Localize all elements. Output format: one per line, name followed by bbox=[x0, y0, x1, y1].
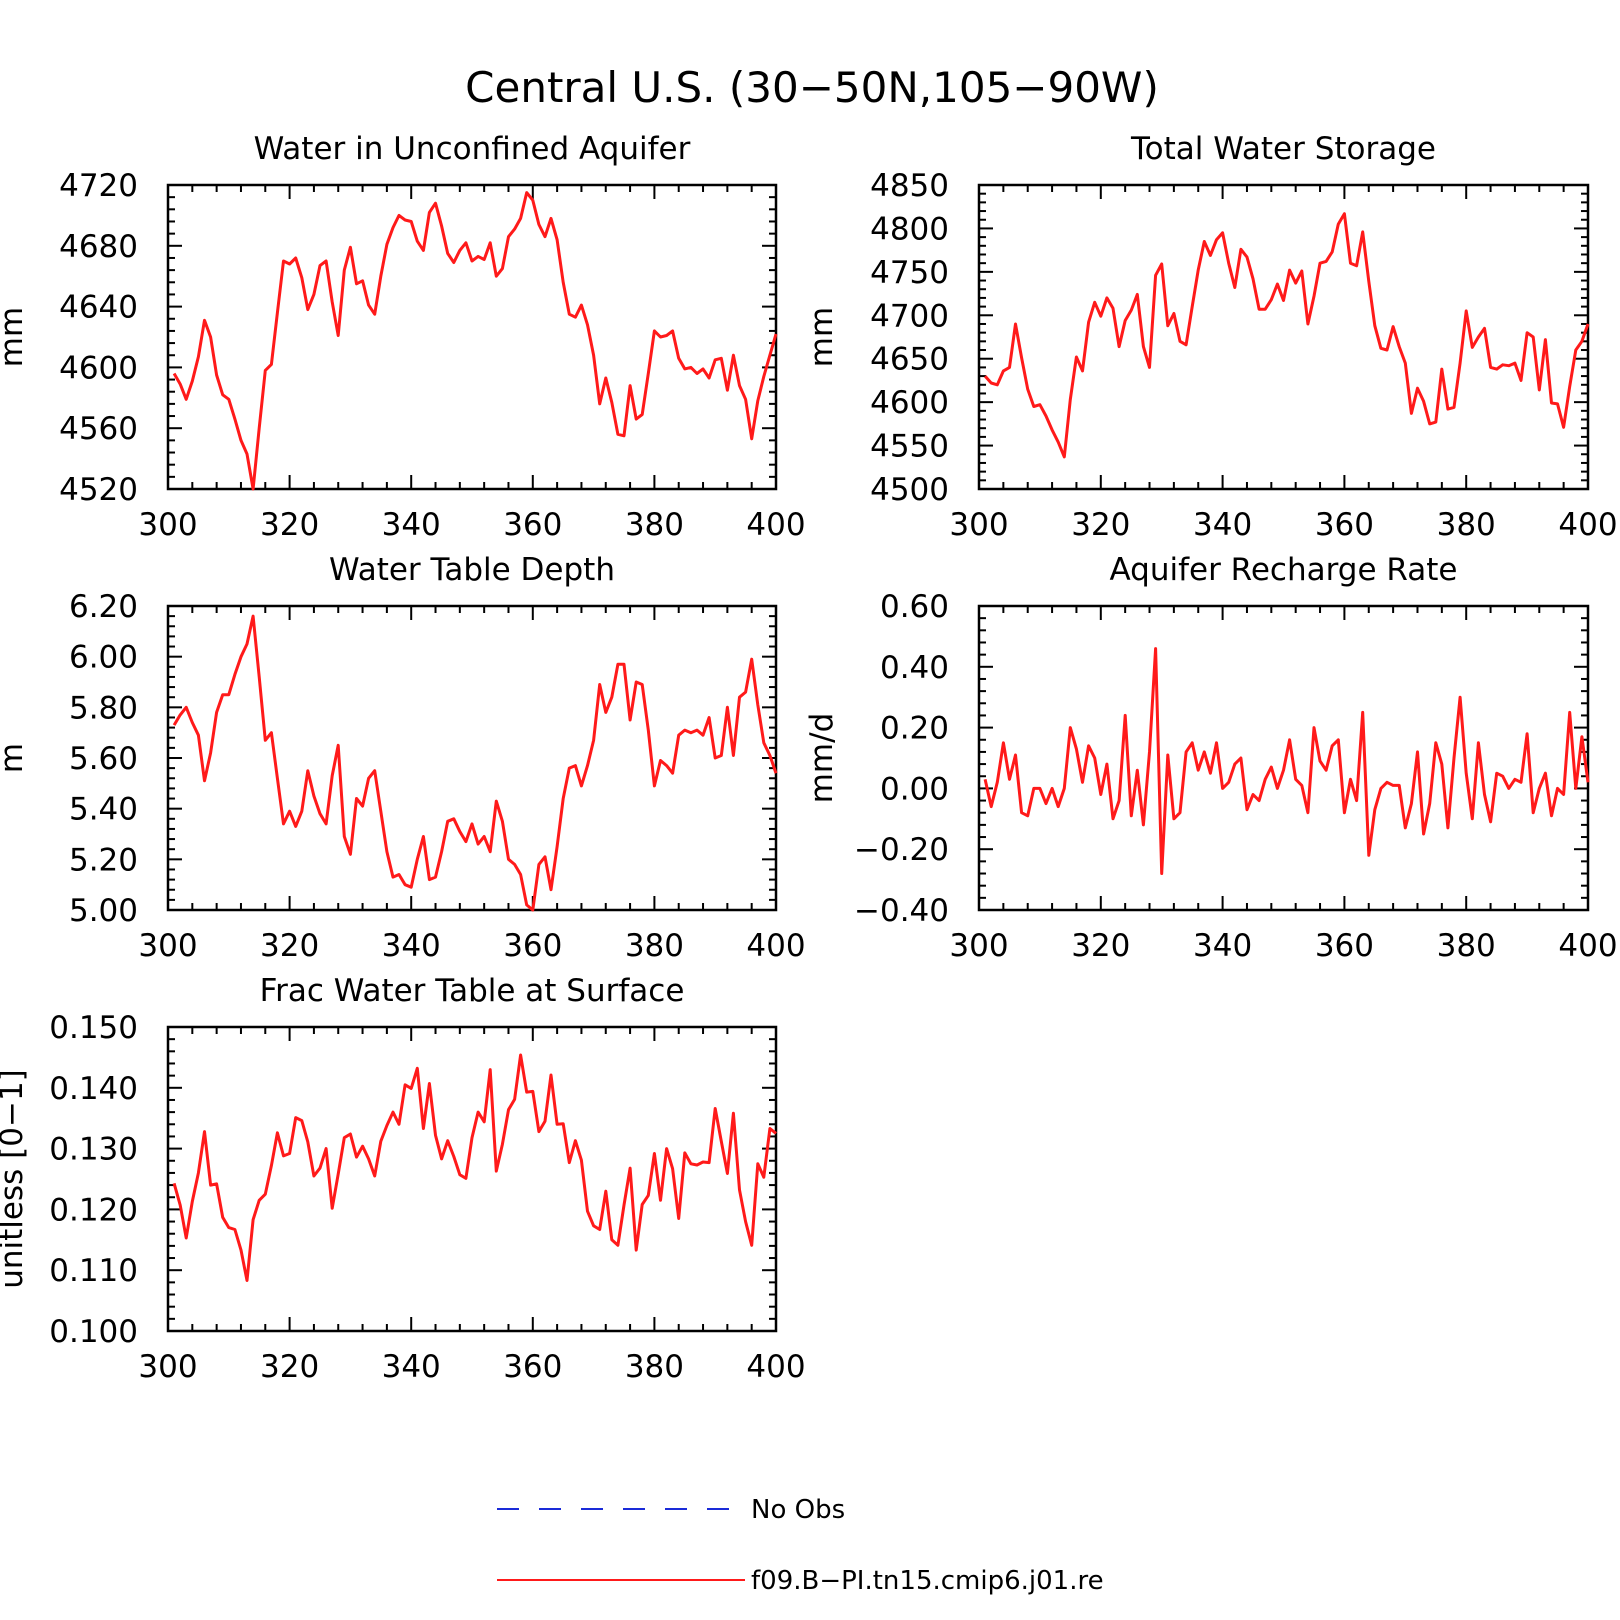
chart-panel-3: 300 320 340 360 380 400 5.00 5.20 5.40 5.60 5.80 6.… bbox=[0, 552, 806, 964]
y-tick-label: 4680 bbox=[59, 229, 138, 265]
plot-frame bbox=[977, 183, 1590, 491]
y-tick-label: 0.100 bbox=[49, 1314, 138, 1350]
panel-title: Water Table Depth bbox=[329, 552, 615, 588]
y-axis-label: mm bbox=[0, 307, 30, 367]
y-tick-label: 0.110 bbox=[49, 1253, 138, 1289]
y-tick-label: 4700 bbox=[870, 298, 949, 334]
x-tick-label: 360 bbox=[1315, 507, 1374, 543]
legend: No Obs f09.B−PI.tn15.cmip6.j01.re bbox=[497, 1495, 1104, 1596]
chart-panel-2: 300 320 340 360 380 400 4500 4550 4600 4650 4700 47… bbox=[804, 131, 1618, 543]
y-tick-label: 5.60 bbox=[69, 741, 138, 777]
x-tick-label: 360 bbox=[503, 507, 562, 543]
y-axis-label: mm/d bbox=[804, 713, 840, 804]
x-tick-label: 360 bbox=[503, 928, 562, 964]
y-tick-label: 5.20 bbox=[69, 842, 138, 878]
plot-frame bbox=[166, 604, 778, 912]
y-tick-label: −0.20 bbox=[854, 832, 949, 868]
y-tick-label: 4640 bbox=[59, 290, 138, 326]
x-tick-label: 380 bbox=[1437, 928, 1496, 964]
y-tick-label: 4800 bbox=[870, 211, 949, 247]
y-tick-label: 4750 bbox=[870, 255, 949, 291]
y-tick-label: 0.40 bbox=[880, 650, 949, 686]
y-tick-label: 0.130 bbox=[49, 1132, 138, 1168]
y-tick-label: 0.120 bbox=[49, 1192, 138, 1228]
plot-frame bbox=[166, 183, 778, 491]
x-tick-label: 300 bbox=[949, 507, 1008, 543]
y-tick-label: 4600 bbox=[59, 350, 138, 386]
y-tick-label: 6.00 bbox=[69, 640, 138, 676]
x-tick-label: 320 bbox=[260, 1349, 319, 1385]
x-tick-label: 380 bbox=[625, 928, 684, 964]
x-tick-label: 340 bbox=[1193, 928, 1252, 964]
y-tick-label: 0.150 bbox=[49, 1010, 138, 1046]
panel-title: Frac Water Table at Surface bbox=[260, 973, 685, 1009]
series-line-1 bbox=[983, 212, 1590, 459]
x-tick-label: 300 bbox=[138, 928, 197, 964]
y-tick-label: 4520 bbox=[59, 472, 138, 508]
y-axis-label: unitless [0−1] bbox=[0, 1069, 30, 1289]
plot-frame bbox=[977, 604, 1590, 912]
x-tick-label: 360 bbox=[503, 1349, 562, 1385]
y-tick-label: 4600 bbox=[870, 385, 949, 421]
y-tick-label: −0.40 bbox=[854, 893, 949, 929]
x-tick-label: 320 bbox=[1071, 507, 1130, 543]
y-tick-label: 5.80 bbox=[69, 690, 138, 726]
x-tick-label: 300 bbox=[138, 1349, 197, 1385]
plot-frame bbox=[166, 1025, 778, 1333]
panel-title: Total Water Storage bbox=[1130, 131, 1436, 167]
y-tick-label: 4560 bbox=[59, 411, 138, 447]
y-tick-label: 0.60 bbox=[880, 589, 949, 625]
x-tick-label: 380 bbox=[625, 507, 684, 543]
y-tick-label: 4720 bbox=[59, 168, 138, 204]
x-tick-label: 360 bbox=[1315, 928, 1374, 964]
panel-title: Aquifer Recharge Rate bbox=[1110, 552, 1458, 588]
series-line-1 bbox=[172, 191, 778, 491]
x-tick-label: 380 bbox=[1437, 507, 1496, 543]
series-line-1 bbox=[983, 647, 1590, 875]
y-tick-label: 4550 bbox=[870, 429, 949, 465]
x-tick-label: 320 bbox=[1071, 928, 1130, 964]
series-line-1 bbox=[172, 1053, 777, 1282]
x-tick-label: 340 bbox=[382, 928, 441, 964]
panel-title: Water in Unconfined Aquifer bbox=[254, 131, 691, 167]
y-tick-label: 5.00 bbox=[69, 893, 138, 929]
x-tick-label: 320 bbox=[260, 928, 319, 964]
y-tick-label: 4500 bbox=[870, 472, 949, 508]
x-tick-label: 300 bbox=[138, 507, 197, 543]
y-axis-label: m bbox=[0, 743, 30, 773]
figure-title: Central U.S. (30−50N,105−90W) bbox=[465, 63, 1159, 112]
x-tick-label: 320 bbox=[260, 507, 319, 543]
x-tick-label: 340 bbox=[382, 1349, 441, 1385]
y-tick-label: 6.20 bbox=[69, 589, 138, 625]
y-tick-label: 4650 bbox=[870, 342, 949, 378]
y-tick-label: 0.20 bbox=[880, 711, 949, 747]
chart-panel-4: 300 320 340 360 380 400 −0.40 −0.20 0.00 0.20 0.40… bbox=[804, 552, 1618, 964]
panels: 300 320 340 360 380 400 4520 4560 4600 4640 4680 47… bbox=[0, 131, 1618, 1385]
chart-panel-5: 300 320 340 360 380 400 0.100 0.110 0.120 0.130 0.… bbox=[0, 973, 806, 1385]
legend-label-model: f09.B−PI.tn15.cmip6.j01.re bbox=[751, 1566, 1104, 1596]
x-tick-label: 340 bbox=[1193, 507, 1252, 543]
x-tick-label: 380 bbox=[625, 1349, 684, 1385]
y-axis-label: mm bbox=[804, 307, 840, 367]
x-tick-label: 400 bbox=[746, 928, 805, 964]
y-tick-label: 4850 bbox=[870, 168, 949, 204]
x-tick-label: 400 bbox=[1558, 507, 1617, 543]
x-tick-label: 300 bbox=[949, 928, 1008, 964]
y-tick-label: 0.140 bbox=[49, 1071, 138, 1107]
x-tick-label: 340 bbox=[382, 507, 441, 543]
series-line-1 bbox=[172, 614, 778, 912]
x-tick-label: 400 bbox=[1558, 928, 1617, 964]
chart-panel-1: 300 320 340 360 380 400 4520 4560 4600 4640 4680 47… bbox=[0, 131, 806, 543]
x-tick-label: 400 bbox=[746, 1349, 805, 1385]
y-tick-label: 5.40 bbox=[69, 792, 138, 828]
y-tick-label: 0.00 bbox=[880, 771, 949, 807]
legend-label-no-obs: No Obs bbox=[751, 1495, 845, 1525]
x-tick-label: 400 bbox=[746, 507, 805, 543]
